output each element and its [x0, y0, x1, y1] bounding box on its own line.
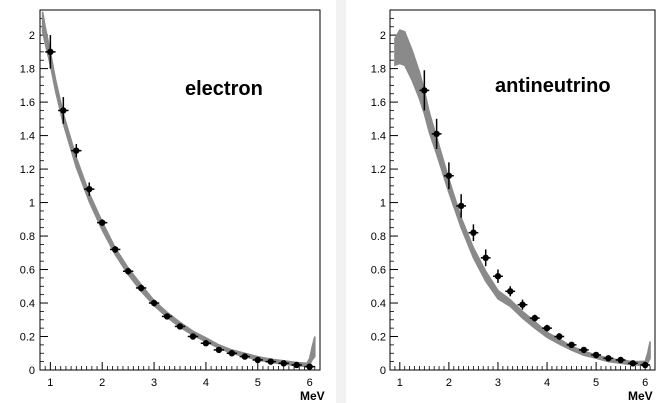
- data-point: [641, 361, 649, 369]
- y-tick-label: 0.4: [371, 298, 386, 310]
- data-point: [228, 350, 236, 357]
- x-tick-label: 6: [307, 377, 313, 389]
- x-tick-label: 4: [203, 377, 209, 389]
- y-tick-label: 0.4: [20, 298, 35, 310]
- data-point: [568, 341, 575, 349]
- x-tick-label: 4: [544, 377, 550, 389]
- y-tick-label: 2: [29, 30, 35, 42]
- data-point: [111, 246, 119, 253]
- y-tick-label: 0.8: [20, 231, 35, 243]
- y-tick-label: 1.8: [20, 64, 35, 76]
- y-tick-label: 2: [380, 30, 386, 42]
- data-point: [556, 333, 563, 340]
- data-point: [605, 355, 612, 362]
- data-point: [629, 360, 637, 367]
- data-point: [86, 185, 93, 193]
- panel-label: antineutrino: [495, 75, 611, 97]
- data-point: [254, 356, 261, 364]
- x-tick-label: 5: [593, 377, 599, 389]
- data-point: [241, 353, 249, 360]
- y-tick-label: 0.6: [20, 265, 35, 277]
- y-tick-label: 1.6: [20, 97, 35, 109]
- data-point: [137, 284, 145, 292]
- data-point: [176, 323, 184, 330]
- data-point: [73, 147, 80, 154]
- data-point: [189, 333, 197, 340]
- data-point: [163, 313, 171, 320]
- data-point: [592, 351, 600, 359]
- panel-separator: [336, 0, 346, 403]
- data-point: [306, 363, 313, 370]
- data-point: [531, 314, 538, 322]
- y-tick-label: 1.2: [371, 164, 386, 176]
- y-tick-label: 0.8: [371, 231, 386, 243]
- data-point: [507, 288, 514, 295]
- y-tick-label: 1.2: [20, 164, 35, 176]
- data-point: [280, 360, 287, 367]
- y-tick-label: 1.6: [371, 97, 386, 109]
- data-point: [470, 229, 477, 236]
- data-point: [494, 273, 502, 280]
- data-point: [124, 268, 132, 275]
- data-point: [433, 130, 440, 138]
- y-tick-label: 0.2: [20, 332, 35, 344]
- x-axis-title: MeV: [628, 389, 653, 403]
- theory-band: [41, 11, 316, 368]
- y-tick-label: 1: [29, 198, 35, 210]
- x-tick-label: 3: [495, 377, 501, 389]
- y-tick-label: 1.8: [371, 64, 386, 76]
- data-point: [543, 324, 551, 332]
- y-tick-label: 1: [380, 198, 386, 210]
- data-point: [215, 346, 223, 354]
- x-tick-label: 1: [397, 377, 403, 389]
- data-point: [47, 48, 54, 56]
- data-point: [457, 202, 465, 210]
- y-tick-label: 0: [29, 365, 35, 377]
- data-point: [445, 172, 453, 179]
- data-point: [202, 340, 210, 347]
- x-axis-title: MeV: [300, 389, 325, 403]
- data-point: [580, 346, 588, 354]
- data-point: [617, 356, 624, 364]
- x-tick-label: 6: [642, 377, 648, 389]
- data-point: [519, 301, 526, 308]
- x-tick-label: 3: [151, 377, 157, 389]
- data-point: [267, 358, 274, 365]
- x-tick-label: 5: [255, 377, 261, 389]
- panel-label: electron: [185, 78, 263, 100]
- y-tick-label: 1.4: [371, 131, 386, 143]
- data-point: [99, 219, 106, 226]
- data-point: [482, 254, 489, 262]
- plot-frame: [39, 9, 321, 371]
- y-tick-label: 1.4: [20, 131, 35, 143]
- data-point: [150, 299, 158, 307]
- y-tick-label: 0: [380, 365, 386, 377]
- data-point: [421, 87, 428, 94]
- y-tick-label: 0.2: [371, 332, 386, 344]
- y-tick-label: 0.6: [371, 265, 386, 277]
- data-point: [293, 361, 300, 369]
- x-tick-label: 2: [446, 377, 452, 389]
- data-point: [60, 107, 67, 114]
- x-tick-label: 1: [47, 377, 53, 389]
- x-tick-label: 2: [99, 377, 105, 389]
